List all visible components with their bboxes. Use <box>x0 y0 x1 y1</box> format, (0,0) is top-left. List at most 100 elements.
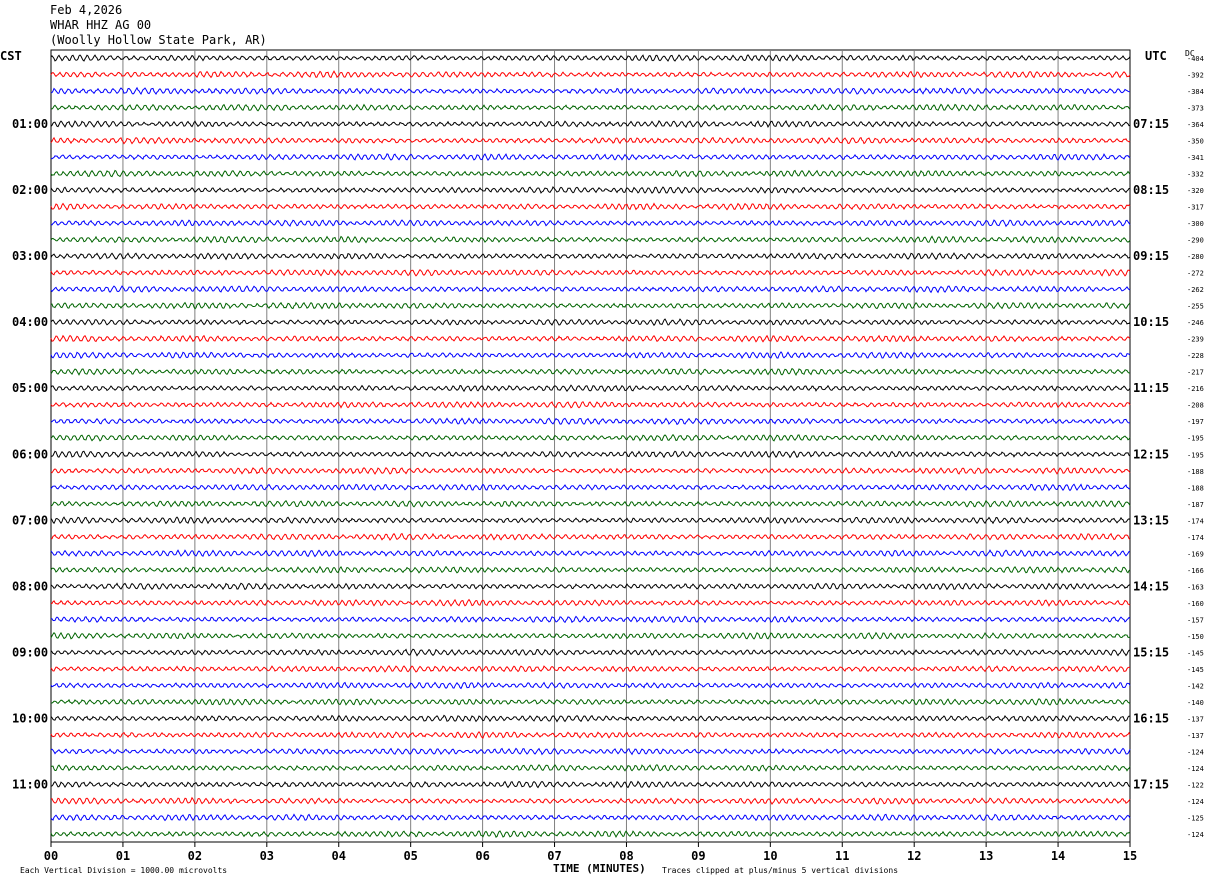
x-tick-label: 12 <box>907 849 921 863</box>
dc-offset-label: -255 <box>1187 303 1204 311</box>
seismic-trace <box>50 351 1131 360</box>
dc-offset-label: -166 <box>1187 567 1204 575</box>
dc-offset-label: -174 <box>1187 534 1204 542</box>
dc-offset-label: -364 <box>1187 121 1204 129</box>
left-hour-label: 08:00 <box>12 579 48 593</box>
x-tick-label: 09 <box>691 849 705 863</box>
dc-offset-label: -124 <box>1187 765 1204 773</box>
dc-offset-label: -160 <box>1187 600 1204 608</box>
dc-offset-label: -137 <box>1187 715 1204 723</box>
seismic-trace <box>50 648 1131 657</box>
seismic-trace <box>50 186 1131 194</box>
dc-offset-label: -317 <box>1187 204 1204 212</box>
chart-date: Feb 4,2026 <box>50 3 123 17</box>
seismic-trace <box>50 119 1131 129</box>
right-hour-label: 10:15 <box>1133 315 1169 329</box>
left-hour-label: 05:00 <box>12 381 48 395</box>
dc-offset-label: -140 <box>1187 699 1204 707</box>
plot-frame <box>50 49 1131 843</box>
dc-offset-label: -122 <box>1187 781 1204 789</box>
dc-offset-label: -124 <box>1187 748 1204 756</box>
right-hour-label: 16:15 <box>1133 711 1169 725</box>
seismic-trace <box>50 813 1131 822</box>
left-hour-label: 02:00 <box>12 183 48 197</box>
seismic-trace <box>50 565 1131 574</box>
x-tick-label: 00 <box>44 849 58 863</box>
seismic-trace <box>50 631 1131 640</box>
dc-offset-label: -404 <box>1187 55 1204 63</box>
scale-note: Each Vertical Division = 1000.00 microvo… <box>20 866 228 875</box>
x-tick-label: 14 <box>1051 849 1065 863</box>
seismic-trace <box>50 136 1131 145</box>
dc-offset-label: -150 <box>1187 633 1204 641</box>
dc-offset-label: -187 <box>1187 501 1204 509</box>
seismic-trace <box>50 86 1131 95</box>
x-tick-label: 07 <box>547 849 561 863</box>
seismic-trace <box>50 665 1131 673</box>
right-timezone-label: UTC <box>1145 49 1167 63</box>
seismic-trace <box>50 780 1131 789</box>
x-tick-label: 08 <box>619 849 633 863</box>
dc-offset-label: -373 <box>1187 105 1204 113</box>
x-tick-label: 03 <box>260 849 274 863</box>
seismic-trace <box>50 70 1131 79</box>
seismic-trace <box>50 301 1131 310</box>
seismic-trace <box>50 483 1131 492</box>
x-tick-label: 11 <box>835 849 849 863</box>
x-tick-label: 13 <box>979 849 993 863</box>
right-hour-label: 11:15 <box>1133 381 1169 395</box>
left-hour-label: 09:00 <box>12 645 48 659</box>
x-tick-label: 05 <box>403 849 417 863</box>
dc-offset-label: -197 <box>1187 418 1204 426</box>
x-tick-label: 06 <box>475 849 489 863</box>
dc-offset-label: -350 <box>1187 138 1204 146</box>
seismic-trace <box>50 219 1131 228</box>
x-axis-title: TIME (MINUTES) <box>553 862 646 875</box>
dc-offset-label: -124 <box>1187 831 1204 839</box>
dc-offset-label: -320 <box>1187 187 1204 195</box>
right-hour-label: 17:15 <box>1133 777 1169 791</box>
seismic-trace <box>50 450 1131 459</box>
x-tick-label: 10 <box>763 849 777 863</box>
dc-offset-label: -217 <box>1187 369 1204 377</box>
seismic-trace <box>50 499 1131 508</box>
x-tick-label: 02 <box>188 849 202 863</box>
dc-offset-label: -239 <box>1187 336 1204 344</box>
dc-offset-label: -300 <box>1187 220 1204 228</box>
seismic-trace <box>50 384 1131 393</box>
right-hour-label: 09:15 <box>1133 249 1169 263</box>
dc-offset-label: -195 <box>1187 435 1204 443</box>
seismic-trace <box>50 830 1131 839</box>
seismic-trace <box>50 235 1131 244</box>
seismic-trace <box>50 433 1131 442</box>
dc-offset-label: -195 <box>1187 451 1204 459</box>
dc-offset-label: -163 <box>1187 583 1204 591</box>
seismic-trace <box>50 598 1131 607</box>
dc-offset-label: -157 <box>1187 616 1204 624</box>
seismic-trace <box>50 466 1131 475</box>
seismic-trace <box>50 268 1131 277</box>
dc-offset-label: -125 <box>1187 814 1204 822</box>
x-tick-label: 04 <box>332 849 346 863</box>
dc-offset-label: -145 <box>1187 649 1204 657</box>
seismic-trace <box>50 796 1131 805</box>
chart-subtitle: (Woolly Hollow State Park, AR) <box>50 33 267 47</box>
x-tick-label: 15 <box>1123 849 1137 863</box>
right-hour-label: 12:15 <box>1133 447 1169 461</box>
dc-offset-label: -208 <box>1187 402 1204 410</box>
dc-offset-label: -272 <box>1187 270 1204 278</box>
dc-offset-label: -228 <box>1187 352 1204 360</box>
left-hour-label: 10:00 <box>12 711 48 725</box>
seismic-trace <box>50 764 1131 772</box>
seismic-trace <box>50 417 1131 426</box>
dc-offset-label: -290 <box>1187 237 1204 245</box>
left-hour-label: 03:00 <box>12 249 48 263</box>
dc-offset-label: -341 <box>1187 154 1204 162</box>
seismic-trace <box>50 285 1131 294</box>
dc-offset-label: -262 <box>1187 286 1204 294</box>
left-hour-label: 11:00 <box>12 777 48 791</box>
right-hour-label: 07:15 <box>1133 117 1169 131</box>
left-hour-label: 06:00 <box>12 447 48 461</box>
seismic-trace <box>50 202 1131 211</box>
